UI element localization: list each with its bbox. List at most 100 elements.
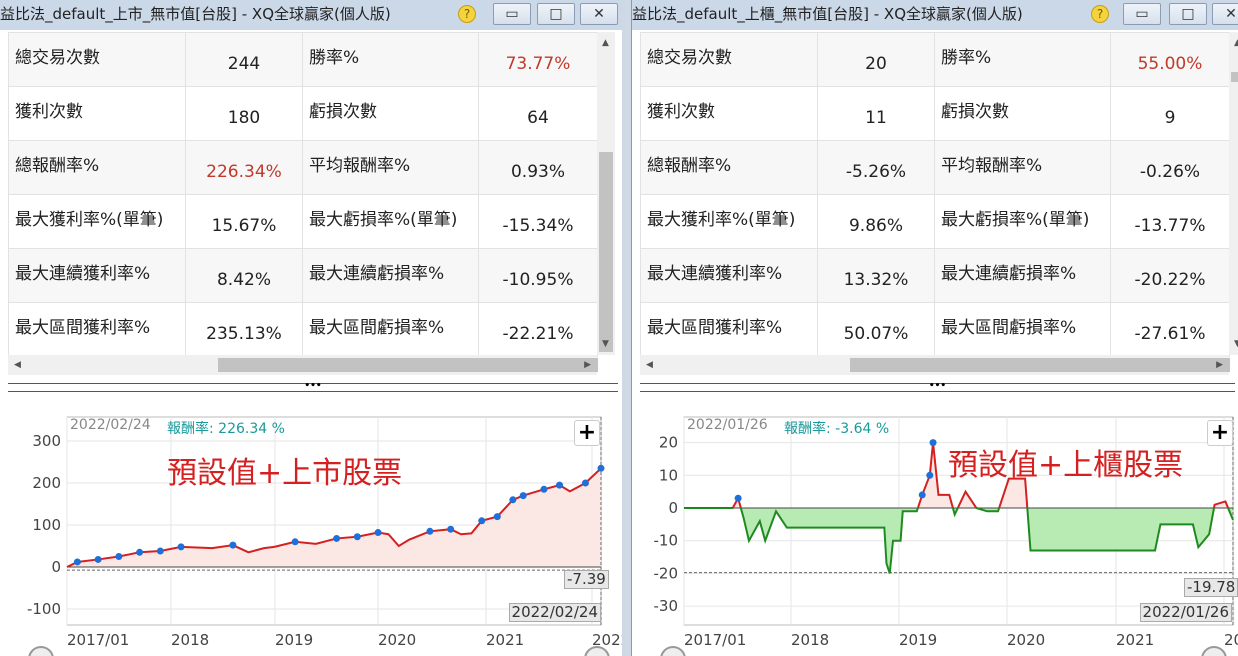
close-button[interactable]: ✕ <box>1212 3 1238 25</box>
x-tick-label: 2017/01 <box>684 631 746 649</box>
stat-label: 最大區間虧損率% <box>302 302 479 357</box>
table-row: 總報酬率% 226.34% 平均報酬率% 0.93% <box>8 140 598 195</box>
table-row: 最大連續獲利率% 13.32% 最大連續虧損率% -20.22% <box>640 248 1230 303</box>
new-high-point <box>929 439 937 447</box>
scroll-down-icon[interactable]: ▼ <box>1234 339 1238 349</box>
close-button[interactable]: ✕ <box>580 3 618 25</box>
cursor-date: 2022/01/26 <box>687 417 768 433</box>
new-high-point <box>478 517 486 525</box>
y-tick-label: -30 <box>654 597 679 615</box>
stat-value: 244 <box>185 32 303 87</box>
stat-label: 勝率% <box>302 32 479 87</box>
pane-splitter[interactable]: ••• <box>640 382 1235 392</box>
y-tick-label: 20 <box>659 434 678 452</box>
cursor-date: 2022/02/24 <box>70 417 151 433</box>
new-high-point <box>447 525 455 533</box>
scroll-down-icon[interactable]: ▼ <box>602 339 609 349</box>
x-tick-label: 2022 <box>1224 631 1238 649</box>
stat-value: -20.22% <box>1110 248 1230 303</box>
scroll-thumb[interactable] <box>1231 72 1238 82</box>
cursor-date-label: 2022/02/24 <box>508 603 601 622</box>
stat-label: 總報酬率% <box>640 140 818 195</box>
stat-label: 虧損次數 <box>302 86 479 141</box>
new-high-point <box>333 534 341 542</box>
max-drawdown-label: -7.39 <box>564 570 609 589</box>
equity-line-down <box>684 508 1234 574</box>
stat-value: 0.93% <box>478 140 598 195</box>
new-high-point <box>115 553 123 560</box>
horizontal-scrollbar[interactable]: ◀ ▶ <box>640 355 1230 375</box>
max-drawdown-label: -19.78 <box>1184 578 1238 597</box>
stat-value: 235.13% <box>185 302 303 357</box>
x-tick-label: 2021 <box>1116 631 1154 649</box>
table-row: 總交易次數 20 勝率% 55.00% <box>640 32 1230 87</box>
new-high-point <box>519 492 527 500</box>
pane-splitter[interactable]: ••• <box>8 382 618 392</box>
x-tick-label: 2020 <box>1007 631 1045 649</box>
vertical-scrollbar[interactable]: ▲▼ <box>597 32 615 355</box>
x-tick-label: 2022 <box>592 631 622 649</box>
x-tick-label: 2017/01 <box>67 631 129 649</box>
maximize-button[interactable]: □ <box>537 3 575 25</box>
x-tick-label: 2019 <box>899 631 937 649</box>
stat-value: -27.61% <box>1110 302 1230 357</box>
stat-value: 8.42% <box>185 248 303 303</box>
stat-label: 平均報酬率% <box>934 140 1111 195</box>
vertical-scrollbar[interactable]: ▲▼ <box>1229 32 1238 355</box>
zoom-in-button[interactable]: + <box>574 420 600 446</box>
scroll-right-icon[interactable]: ▶ <box>584 360 591 370</box>
table-row: 獲利次數 180 虧損次數 64 <box>8 86 598 141</box>
zoom-in-button[interactable]: + <box>1207 420 1233 446</box>
help-icon[interactable]: ? <box>458 5 476 23</box>
new-high-point <box>493 513 501 521</box>
stat-label: 最大連續虧損率% <box>934 248 1111 303</box>
horizontal-scrollbar[interactable]: ◀ ▶ <box>8 355 598 375</box>
stat-label: 總報酬率% <box>8 140 186 195</box>
new-high-point <box>597 464 605 472</box>
x-tick-label: 2018 <box>171 631 209 649</box>
scroll-right-icon[interactable]: ▶ <box>1216 360 1223 370</box>
new-high-point <box>734 494 742 502</box>
y-tick-label: -10 <box>654 532 679 550</box>
stats-table: 總交易次數 244 勝率% 73.77% 獲利次數 180 虧損次數 64 總報酬率% 226.3… <box>8 32 598 357</box>
new-high-point <box>926 471 934 479</box>
x-tick-label: 2021 <box>486 631 524 649</box>
stat-label: 平均報酬率% <box>302 140 479 195</box>
table-row: 獲利次數 11 虧損次數 9 <box>640 86 1230 141</box>
stat-value: 20 <box>817 32 935 87</box>
minimize-button[interactable]: ▭ <box>1123 3 1161 25</box>
scroll-thumb[interactable] <box>218 358 598 372</box>
return-readout: 報酬率: -3.64 % <box>784 421 890 437</box>
scroll-left-icon[interactable]: ◀ <box>14 360 21 370</box>
y-tick-label: -20 <box>654 564 679 582</box>
minimize-button[interactable]: ▭ <box>493 3 531 25</box>
new-high-point <box>374 529 382 537</box>
y-tick-label: 0 <box>668 499 678 517</box>
table-row: 總報酬率% -5.26% 平均報酬率% -0.26% <box>640 140 1230 195</box>
stat-label: 最大虧損率%(單筆) <box>302 194 479 249</box>
maximize-button[interactable]: □ <box>1169 3 1207 25</box>
scroll-up-icon[interactable]: ▲ <box>1234 38 1238 48</box>
new-high-point <box>136 548 144 556</box>
stat-value: 9.86% <box>817 194 935 249</box>
scroll-thumb[interactable] <box>850 358 1230 372</box>
scroll-thumb[interactable] <box>599 152 613 352</box>
title-bar: 益比法_default_上市_無市值[台股] - XQ全球贏家(個人版)? ▭ □ ✕ <box>0 0 622 30</box>
stat-label: 最大連續虧損率% <box>302 248 479 303</box>
scroll-left-icon[interactable]: ◀ <box>646 360 653 370</box>
scroll-up-icon[interactable]: ▲ <box>602 38 609 48</box>
window-title: 益比法_default_上櫃_無市值[台股] - XQ全球贏家(個人版) <box>632 5 1023 23</box>
right-window: 益比法_default_上櫃_無市值[台股] - XQ全球贏家(個人版)? ▭ □ ✕… <box>631 0 1238 656</box>
new-high-point <box>291 538 299 546</box>
x-tick-label: 2019 <box>275 631 313 649</box>
table-row: 最大獲利率%(單筆) 15.67% 最大虧損率%(單筆) -15.34% <box>8 194 598 249</box>
x-tick-label: 2018 <box>791 631 829 649</box>
stat-label: 最大虧損率%(單筆) <box>934 194 1111 249</box>
stat-label: 獲利次數 <box>640 86 818 141</box>
stat-value: 180 <box>185 86 303 141</box>
new-high-point <box>73 558 81 566</box>
stat-value: -15.34% <box>478 194 598 249</box>
x-tick-label: 2020 <box>378 631 416 649</box>
stat-value: -5.26% <box>817 140 935 195</box>
help-icon[interactable]: ? <box>1091 5 1109 23</box>
